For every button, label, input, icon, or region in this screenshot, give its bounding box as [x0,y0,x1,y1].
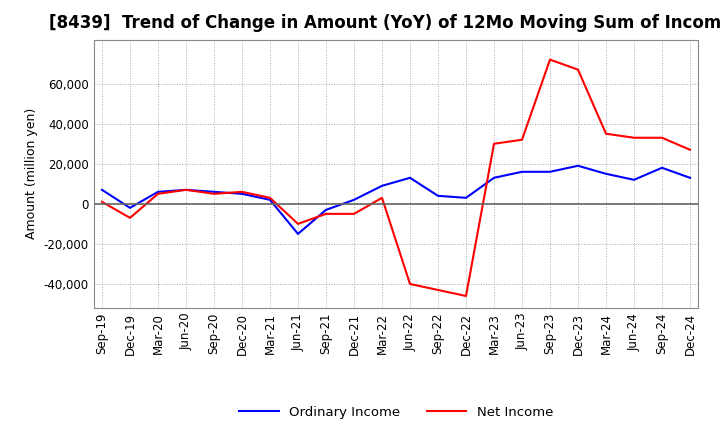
Net Income [350,211,359,216]
Ordinary Income [657,165,666,170]
Ordinary Income [153,189,162,194]
Net Income [657,135,666,140]
Ordinary Income [266,197,274,202]
Net Income [602,131,611,136]
Ordinary Income [433,193,442,198]
Ordinary Income [181,187,190,192]
Net Income [294,221,302,227]
Ordinary Income [126,205,135,210]
Net Income [405,281,414,286]
Ordinary Income [546,169,554,174]
Ordinary Income [378,183,387,188]
Net Income [238,189,246,194]
Net Income [210,191,218,197]
Ordinary Income [322,207,330,213]
Net Income [126,215,135,220]
Net Income [378,195,387,201]
Line: Ordinary Income: Ordinary Income [102,166,690,234]
Ordinary Income [574,163,582,169]
Ordinary Income [462,195,470,201]
Ordinary Income [210,189,218,194]
Net Income [546,57,554,62]
Ordinary Income [490,175,498,180]
Ordinary Income [350,197,359,202]
Net Income [98,199,107,205]
Net Income [433,287,442,293]
Ordinary Income [630,177,639,183]
Legend: Ordinary Income, Net Income: Ordinary Income, Net Income [233,400,559,424]
Ordinary Income [98,187,107,192]
Net Income [266,195,274,201]
Y-axis label: Amount (million yen): Amount (million yen) [25,108,38,239]
Ordinary Income [518,169,526,174]
Ordinary Income [238,191,246,197]
Net Income [181,187,190,192]
Net Income [462,293,470,299]
Line: Net Income: Net Income [102,60,690,296]
Ordinary Income [405,175,414,180]
Net Income [153,191,162,197]
Net Income [322,211,330,216]
Net Income [574,67,582,72]
Net Income [630,135,639,140]
Net Income [685,147,694,152]
Title: [8439]  Trend of Change in Amount (YoY) of 12Mo Moving Sum of Incomes: [8439] Trend of Change in Amount (YoY) o… [49,15,720,33]
Ordinary Income [294,231,302,237]
Net Income [490,141,498,147]
Net Income [518,137,526,143]
Ordinary Income [685,175,694,180]
Ordinary Income [602,171,611,176]
